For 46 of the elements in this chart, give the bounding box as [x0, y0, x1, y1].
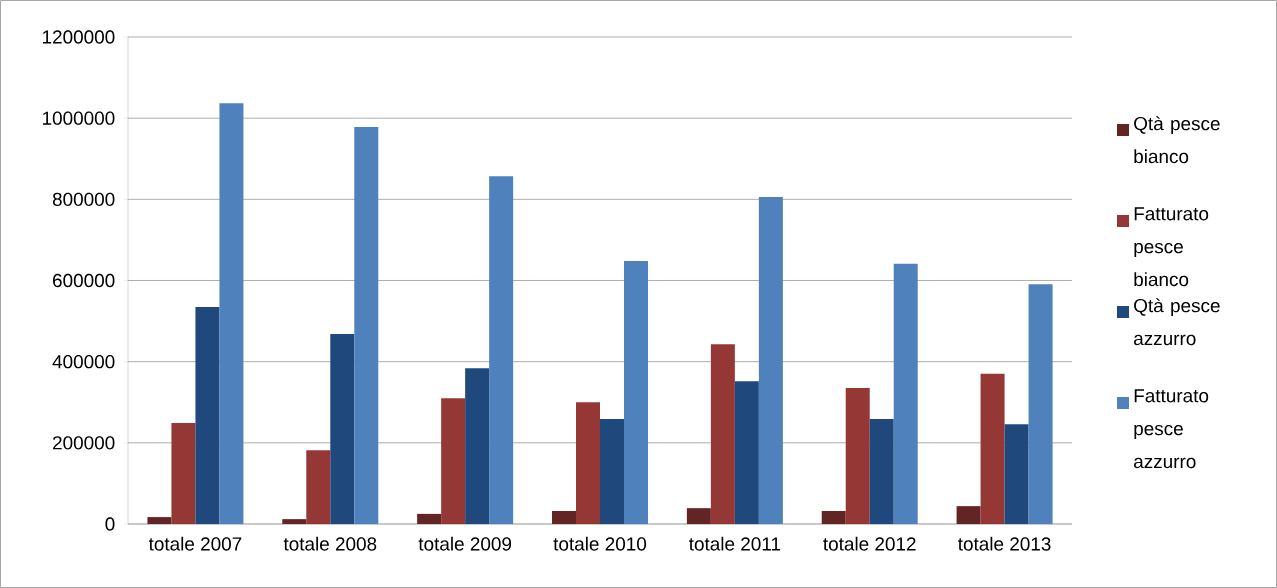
legend-label: Fatturato pesce azzurro [1134, 389, 1209, 469]
bar [147, 517, 172, 524]
y-tick-label: 800000 [52, 192, 115, 207]
bar [282, 519, 307, 524]
bar [980, 373, 1005, 524]
x-tick-label: totale 2007 [148, 536, 242, 551]
bar [489, 176, 514, 524]
x-tick-label: totale 2008 [283, 536, 377, 551]
bar [624, 261, 648, 524]
bar [552, 511, 576, 524]
x-tick-label: totale 2012 [823, 536, 916, 551]
y-tick-label: 600000 [53, 273, 115, 288]
y-tick-label: 400000 [52, 354, 115, 369]
bar [821, 511, 846, 524]
legend-label: Fatturato pesce bianco [1134, 207, 1209, 287]
bar [686, 508, 711, 524]
bar [600, 418, 624, 524]
bar [956, 506, 981, 524]
y-tick-label: 1000000 [42, 111, 115, 125]
bar [330, 334, 355, 524]
bar [219, 103, 244, 524]
bar [354, 127, 379, 524]
bar [845, 388, 870, 524]
bar [710, 344, 735, 524]
bar [417, 513, 442, 524]
x-tick-label: totale 2011 [689, 536, 781, 551]
y-tick-label: 1200000 [42, 30, 115, 44]
x-tick-label: totale 2010 [553, 536, 647, 551]
bar [869, 418, 894, 524]
y-tick-label: 200000 [53, 436, 115, 450]
x-tick-label: totale 2013 [958, 536, 1051, 551]
legend-label: Qtà pesce azzurro [1134, 298, 1220, 346]
bar [195, 306, 220, 524]
x-tick-label: totale 2009 [418, 536, 512, 551]
bar [1028, 284, 1053, 524]
bar [576, 402, 600, 524]
bar [734, 381, 759, 524]
bar [465, 368, 490, 524]
y-tick-label: 0 [105, 517, 115, 531]
bar [441, 398, 466, 524]
bar [171, 422, 196, 524]
legend-label: Qtà pesce bianco [1134, 116, 1220, 164]
bar [758, 196, 783, 524]
bar [306, 450, 331, 524]
bar [893, 263, 918, 524]
bar [1004, 424, 1029, 524]
